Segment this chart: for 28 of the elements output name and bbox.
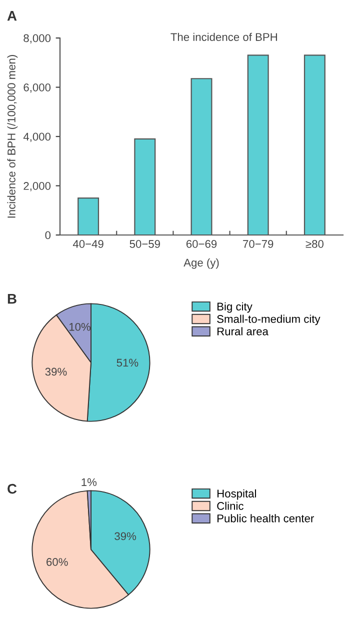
legend-label: Clinic [217,502,244,510]
y-tick-label: 6,000 [24,84,51,93]
data-label: 60% [46,558,68,566]
y-axis-title: Incidence of BPH (/100,000 men) [7,55,18,218]
x-axis-title: Age (y) [184,258,219,269]
x-tick-label: 70−79 [243,240,274,248]
legend-label: Hospital [217,489,256,500]
legend-label: Public health center [217,514,314,522]
legend-label: Big city [217,302,252,313]
x-tick-label: 50−59 [130,240,160,248]
y-tick-label: 0 [45,231,51,240]
y-tick-label: 8,000 [24,34,51,44]
data-label: 10% [69,322,90,331]
chart-title: The incidence of BPH [170,32,277,41]
text: A [7,11,17,21]
data-label: 39% [45,368,67,376]
y-tick-label: 4,000 [23,132,51,142]
x-tick-label: 40−49 [72,240,104,248]
data-label: 39% [114,532,136,540]
data-label: 1% [82,478,97,486]
text: B [8,294,16,304]
legend-label: Small-to-medium city [217,314,320,326]
x-tick-label: 60−69 [186,240,217,248]
y-tick-label: 2,000 [24,182,51,192]
x-tick-label: ≥80 [306,240,324,248]
data-label: 51% [116,358,138,367]
text: C [8,484,17,494]
legend-label: Rural area [217,327,268,336]
